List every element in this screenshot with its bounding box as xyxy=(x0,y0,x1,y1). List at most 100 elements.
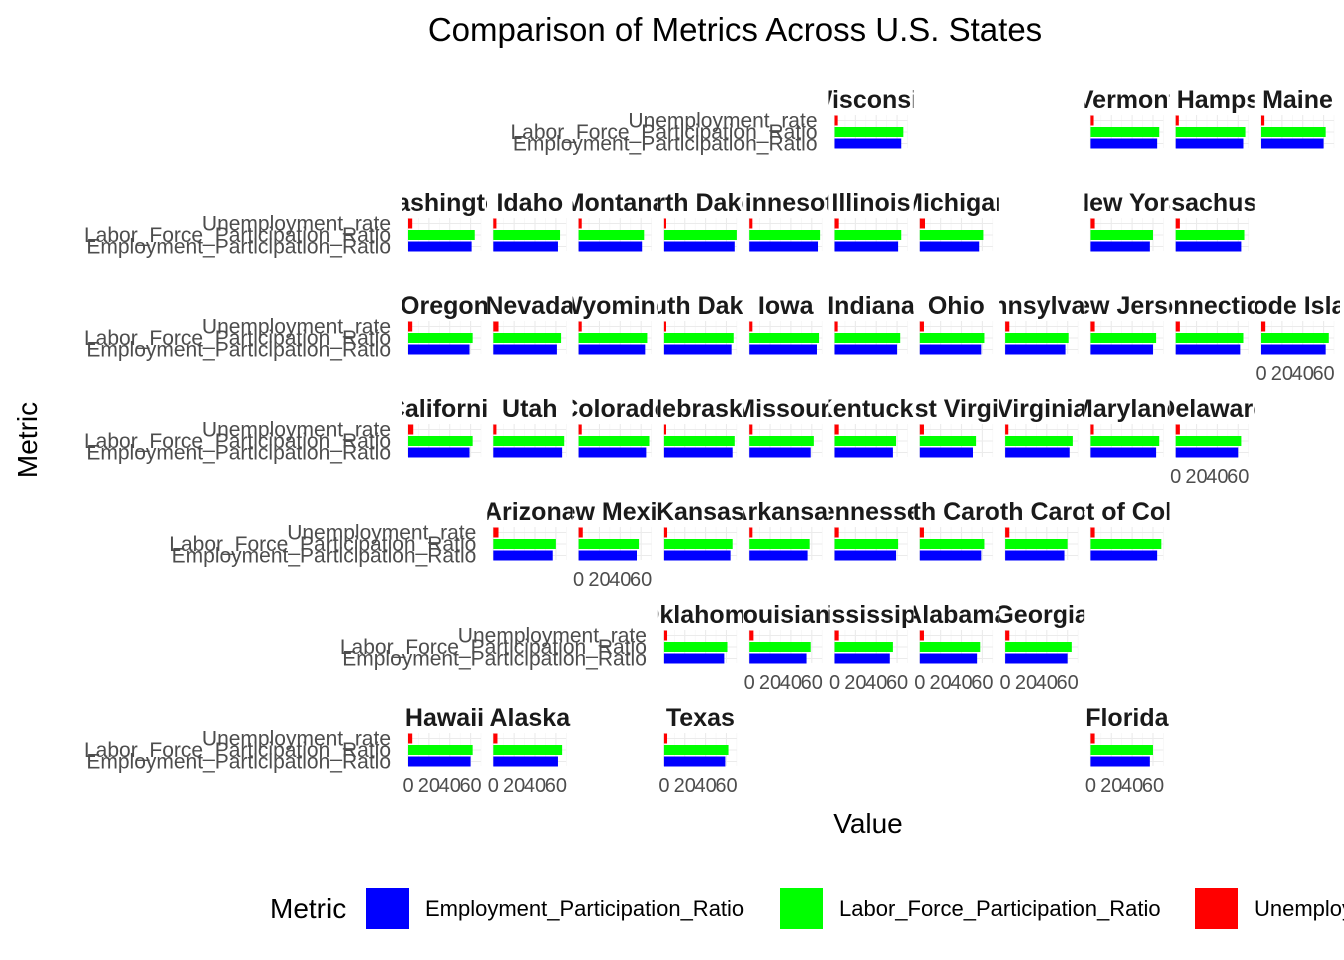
bar-employment-participation-ratio xyxy=(663,756,726,767)
bar-employment-participation-ratio xyxy=(1005,447,1070,458)
facet-strip-label: Oklahoma xyxy=(640,601,762,629)
bar-labor-force-participation-ratio xyxy=(663,745,729,755)
facet-strip-label: Idaho xyxy=(496,189,563,217)
bar-unemployment-rate xyxy=(1090,321,1095,332)
y-tick-label: Labor_Force_Participation_Ratio xyxy=(510,121,817,144)
bar-labor-force-participation-ratio xyxy=(408,230,475,240)
x-tick-label: 20 xyxy=(503,775,525,797)
bar-unemployment-rate xyxy=(749,218,753,229)
facet-california: California Employment_Participation_Ratio… xyxy=(84,395,487,465)
facet-strip-label: New Hampshire xyxy=(1118,86,1306,114)
y-tick-label: Unemployment_rate xyxy=(287,522,476,545)
bar-employment-participation-ratio xyxy=(408,447,470,458)
facet-arizona: Arizona Employment_Participation_RatioLab… xyxy=(169,498,572,568)
facet-north-dakota: North Dakota xyxy=(622,189,780,252)
bar-unemployment-rate xyxy=(749,424,753,435)
y-tick-label: Labor_Force_Participation_Ratio xyxy=(84,224,391,247)
bar-unemployment-rate xyxy=(493,218,497,229)
bar-labor-force-participation-ratio xyxy=(749,333,820,343)
x-tick-label: 0 xyxy=(402,775,413,797)
bar-employment-participation-ratio xyxy=(749,241,819,252)
bar-labor-force-participation-ratio xyxy=(663,539,733,549)
facet-south-carolina: South Carolina xyxy=(999,498,1084,561)
bar-unemployment-rate xyxy=(1090,115,1094,126)
bar-labor-force-participation-ratio xyxy=(1175,230,1245,240)
bar-unemployment-rate xyxy=(1261,321,1266,332)
facet-wisconsin: Wisconsin Employment_Participation_RatioL… xyxy=(510,86,934,156)
y-tick-label: Employment_Participation_Ratio xyxy=(86,751,391,774)
facet-strip-label: Alabama xyxy=(904,601,1009,629)
bar-labor-force-participation-ratio xyxy=(663,230,737,240)
bar-labor-force-participation-ratio xyxy=(1090,127,1160,137)
bar-employment-participation-ratio xyxy=(1175,344,1241,355)
bar-labor-force-participation-ratio xyxy=(493,745,563,755)
bar-employment-participation-ratio xyxy=(919,344,982,355)
bar-employment-participation-ratio xyxy=(663,653,725,664)
bar-unemployment-rate xyxy=(578,424,582,435)
bar-employment-participation-ratio xyxy=(663,344,732,355)
x-tick-label: 60 xyxy=(630,569,652,591)
legend-item-labor-force-participation-ratio: Labor_Force_Participation_Ratio xyxy=(780,888,1161,929)
x-tick-label: 40 xyxy=(780,672,802,694)
x-tick-label: 0 xyxy=(1000,672,1011,694)
facet-missouri: Missouri xyxy=(743,395,828,458)
bar-labor-force-participation-ratio xyxy=(578,539,640,549)
bar-employment-participation-ratio xyxy=(578,344,646,355)
facet-strip-label: Vermont xyxy=(1077,86,1178,114)
facet-strip-label: Maine xyxy=(1262,86,1333,114)
facet-strip-label: North Carolina xyxy=(869,498,1044,526)
x-tick-label: 60 xyxy=(1312,363,1334,385)
facet-kentucky: Kentucky xyxy=(829,395,914,458)
legend-key xyxy=(780,888,823,929)
facet-strip-label: Ohio xyxy=(928,292,985,320)
bar-unemployment-rate xyxy=(919,527,924,538)
bar-employment-participation-ratio xyxy=(834,447,893,458)
facet-michigan: Michigan xyxy=(914,189,999,252)
y-tick-label: Labor_Force_Participation_Ratio xyxy=(340,636,647,659)
bar-employment-participation-ratio xyxy=(749,653,807,664)
bar-unemployment-rate xyxy=(1261,115,1265,126)
x-tick-label: 20 xyxy=(759,672,781,694)
x-tick-label: 40 xyxy=(609,569,631,591)
facet-connecticut: Connecticut xyxy=(1170,292,1255,355)
x-tick-label: 40 xyxy=(1292,363,1314,385)
bar-employment-participation-ratio xyxy=(834,550,897,561)
bar-employment-participation-ratio xyxy=(919,550,982,561)
bar-employment-participation-ratio xyxy=(493,550,553,561)
bar-labor-force-participation-ratio xyxy=(663,436,735,446)
x-tick-label: 20 xyxy=(588,569,610,591)
bar-employment-participation-ratio xyxy=(408,756,471,767)
bar-labor-force-participation-ratio xyxy=(578,230,645,240)
y-axis-title: Metric xyxy=(12,402,43,478)
bar-employment-participation-ratio xyxy=(1090,447,1157,458)
bar-unemployment-rate xyxy=(578,527,583,538)
bar-employment-participation-ratio xyxy=(1261,138,1324,149)
bar-employment-participation-ratio xyxy=(493,756,558,767)
bar-labor-force-participation-ratio xyxy=(408,745,473,755)
bar-unemployment-rate xyxy=(749,527,753,538)
facet-strip-label: Georgia xyxy=(994,601,1090,629)
facet-nevada: Nevada xyxy=(487,292,572,355)
x-tick-label: 0 xyxy=(744,672,755,694)
bar-unemployment-rate xyxy=(408,733,413,744)
bar-employment-participation-ratio xyxy=(834,241,899,252)
x-tick-label: 20 xyxy=(674,775,696,797)
bar-employment-participation-ratio xyxy=(1005,653,1068,664)
bar-labor-force-participation-ratio xyxy=(1005,333,1069,343)
y-tick-label: Unemployment_rate xyxy=(202,728,391,751)
facet-strip-label: North Dakota xyxy=(622,189,780,217)
facet-strip-label: Wisconsin xyxy=(809,86,934,114)
facet-kansas: Kansas xyxy=(658,498,743,561)
legend: Metric Employment_Participation_Ratio Lab… xyxy=(270,888,1344,929)
facet-oregon: Oregon Employment_Participation_RatioLabo… xyxy=(84,292,487,362)
x-tick-label: 0 xyxy=(914,672,925,694)
facet-arkansas: Arkansas xyxy=(743,498,828,561)
facet-strip-label: Hawaii xyxy=(405,704,484,732)
bar-labor-force-participation-ratio xyxy=(663,333,734,343)
facet-idaho: Idaho xyxy=(492,189,567,252)
bar-unemployment-rate xyxy=(1090,424,1094,435)
